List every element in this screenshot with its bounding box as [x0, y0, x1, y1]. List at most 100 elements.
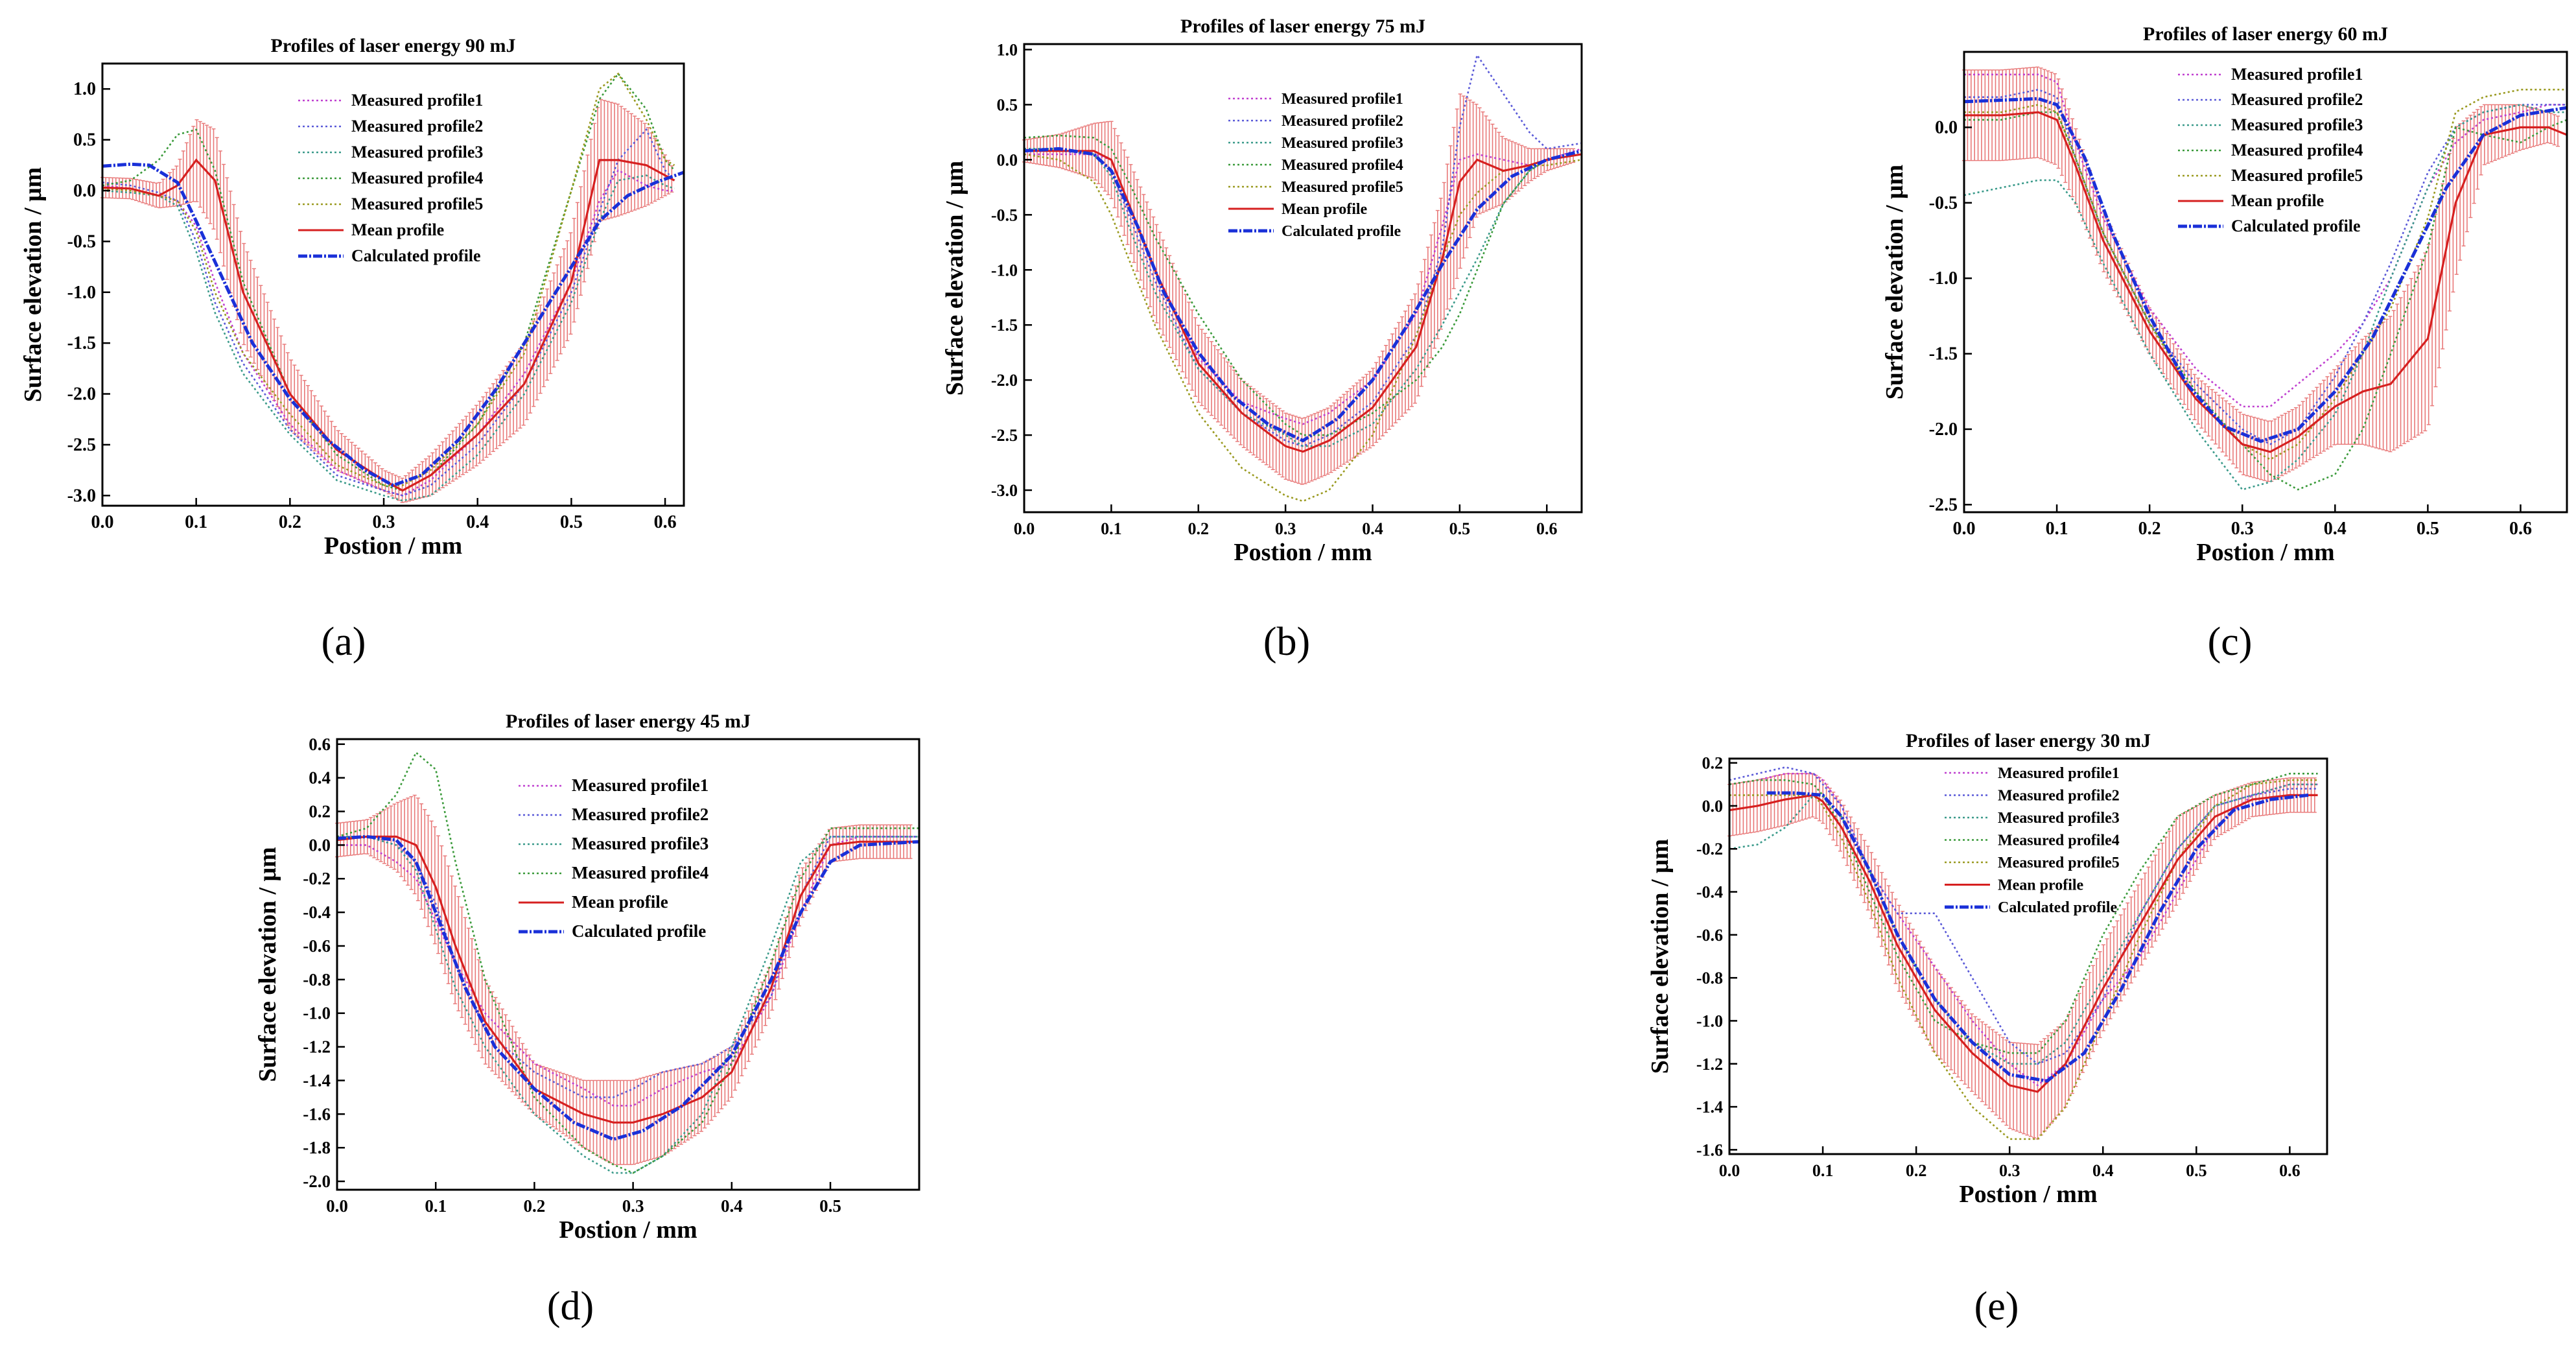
x-tick-label: 0.0	[1014, 519, 1035, 538]
x-tick-label: 0.2	[279, 512, 301, 532]
x-axis-label: Postion / mm	[324, 532, 462, 560]
legend-label-mean: Mean profile	[2231, 191, 2324, 210]
legend-label-mean: Mean profile	[1282, 201, 1368, 218]
y-tick-label: -2.0	[991, 371, 1018, 390]
series-line-profile4	[1024, 134, 1582, 436]
series-line-profile1	[102, 169, 675, 497]
series-line-profile3	[102, 174, 675, 502]
y-tick-label: -3.0	[67, 486, 96, 506]
y-axis-label: Surface elevation / μm	[1646, 839, 1674, 1074]
legend: Measured profile1 Measured profile2 Measur…	[1228, 91, 1403, 240]
legend-label-p2: Measured profile2	[1998, 788, 2120, 805]
legend-label-p3: Measured profile3	[572, 834, 708, 853]
legend-label-p1: Measured profile1	[572, 775, 708, 795]
y-tick-label: 1.0	[73, 79, 96, 99]
y-tick-label: -0.5	[1929, 193, 1958, 213]
y-tick-label: -0.4	[303, 903, 331, 922]
x-tick-label: 0.3	[1999, 1161, 2020, 1180]
y-tick-label: 0.0	[1702, 797, 1724, 816]
x-tick-label: 0.3	[2231, 519, 2254, 539]
y-tick-label: 0.2	[309, 802, 331, 821]
legend-label-mean: Mean profile	[1998, 877, 2084, 894]
x-tick-label: 0.6	[2509, 519, 2532, 539]
series-line-profile2	[337, 836, 919, 1098]
legend: Measured profile1 Measured profile2 Measur…	[1945, 765, 2120, 916]
series-line-profile1	[1964, 73, 2567, 408]
series-line-calculated	[1766, 791, 2309, 1083]
x-tick-label: 0.4	[721, 1196, 743, 1216]
series-line-calculated	[1963, 97, 2568, 443]
x-tick-label: 0.5	[560, 512, 583, 532]
y-tick-label: -1.5	[991, 316, 1018, 335]
x-tick-label: 0.5	[1449, 519, 1471, 538]
legend-label-p1: Measured profile1	[1998, 765, 2120, 782]
y-axis-label: Surface elevation / μm	[254, 847, 281, 1081]
series-line-calculated	[336, 834, 920, 1141]
y-tick-label: -1.4	[303, 1070, 331, 1090]
legend: Measured profile1 Measured profile2 Measur…	[519, 775, 708, 941]
y-tick-label: -3.0	[991, 481, 1018, 500]
y-tick-label: 0.2	[1702, 754, 1724, 773]
series-line-mean	[1024, 150, 1582, 453]
legend-label-calc: Calculated profile	[1998, 899, 2118, 916]
chart-panel-4: Profiles of laser energy 45 mJ 0.0 0.1 0.2 0…	[254, 711, 920, 1328]
legend-label-p1: Measured profile1	[1282, 91, 1403, 108]
y-tick-label: -1.8	[303, 1138, 331, 1157]
x-tick-label: 0.6	[1536, 519, 1558, 538]
x-axis-label: Postion / mm	[1959, 1181, 2097, 1208]
series-line-profile3	[1963, 104, 2567, 491]
plot-frame	[1963, 51, 2568, 514]
x-tick-label: 0.1	[185, 512, 207, 532]
y-tick-label: 0.4	[309, 768, 331, 788]
x-axis-label: Postion / mm	[2196, 539, 2334, 566]
legend-label-p2: Measured profile2	[351, 117, 483, 136]
x-tick-label: 0.1	[2046, 519, 2068, 539]
x-tick-label: 0.4	[2324, 519, 2347, 539]
legend-label-p3: Measured profile3	[351, 143, 483, 161]
plot-frame	[336, 738, 920, 1191]
legend-label-p2: Measured profile2	[572, 805, 708, 824]
y-tick-label: -1.2	[1696, 1055, 1723, 1074]
legend-label-calc: Calculated profile	[572, 921, 706, 941]
y-tick-label: -1.0	[67, 283, 96, 303]
y-tick-label: 0.0	[73, 181, 96, 201]
x-tick-label: 0.6	[654, 512, 677, 532]
legend-label-p1: Measured profile1	[2231, 65, 2363, 84]
panel-label: (b)	[1263, 620, 1310, 664]
panel-label: (e)	[1974, 1284, 2019, 1328]
legend-label-calc: Calculated profile	[2231, 217, 2361, 235]
y-tick-label: -0.6	[303, 936, 331, 956]
chart-title: Profiles of laser energy 90 mJ	[271, 35, 516, 56]
legend-label-mean: Mean profile	[572, 892, 668, 912]
legend-label-calc: Calculated profile	[1282, 223, 1401, 240]
x-axis-label: Postion / mm	[1234, 539, 1372, 566]
x-tick-label: 0.1	[1101, 519, 1122, 538]
x-tick-label: 0.5	[819, 1196, 841, 1216]
panel-label: (a)	[322, 620, 366, 664]
x-tick-label: 0.1	[1812, 1161, 1834, 1180]
y-tick-label: -0.8	[1696, 969, 1723, 987]
chart-title: Profiles of laser energy 30 mJ	[1906, 730, 2151, 751]
y-tick-label: -1.2	[303, 1037, 331, 1057]
legend-label-p3: Measured profile3	[1998, 810, 2120, 827]
y-tick-label: 1.0	[997, 40, 1018, 59]
panel-label: (c)	[2208, 620, 2253, 664]
y-tick-label: -0.6	[1696, 926, 1723, 945]
series-line-profile5	[1024, 153, 1582, 502]
legend-label-p4: Measured profile4	[2231, 141, 2363, 159]
legend-label-p2: Measured profile2	[2231, 90, 2363, 109]
legend-label-p1: Measured profile1	[351, 91, 483, 110]
legend-label-p5: Measured profile5	[351, 195, 483, 213]
x-tick-label: 0.1	[425, 1196, 447, 1216]
legend-label-mean: Mean profile	[351, 220, 444, 239]
legend-label-p5: Measured profile5	[2231, 166, 2363, 185]
y-tick-label: -0.5	[67, 231, 96, 252]
y-tick-label: 0.0	[1935, 117, 1958, 137]
y-tick-label: -0.2	[1696, 840, 1723, 858]
y-tick-label: -1.5	[67, 333, 96, 353]
x-axis-label: Postion / mm	[559, 1216, 697, 1244]
y-tick-label: -0.2	[303, 869, 331, 888]
series-line-profile4	[102, 72, 675, 491]
y-tick-label: -1.0	[991, 261, 1018, 279]
y-tick-label: -0.5	[991, 206, 1018, 224]
